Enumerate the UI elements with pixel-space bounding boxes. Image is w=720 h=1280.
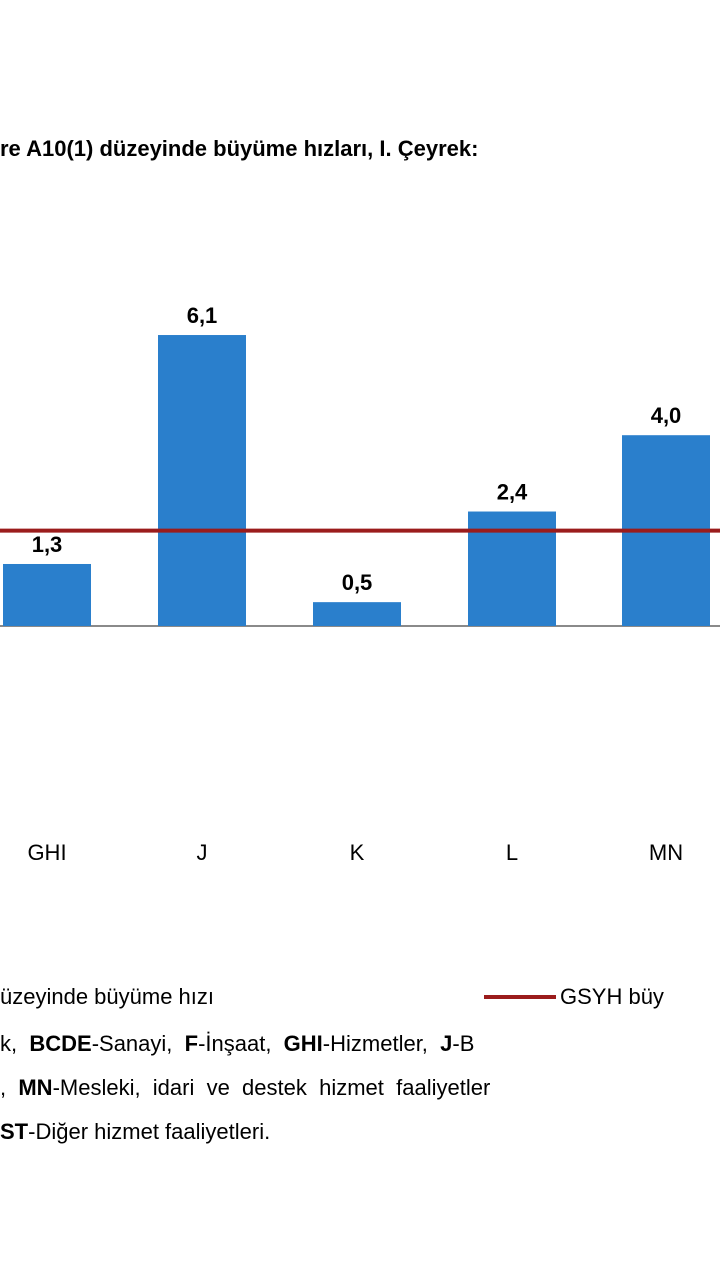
footnote-segment: -Sanayi, — [91, 1031, 185, 1056]
footnote-segment: -B — [452, 1031, 475, 1056]
footnote-segment: , — [0, 1075, 19, 1100]
footnote-segment: -Mesleki, idari ve destek hizmet faaliye… — [52, 1075, 491, 1100]
bar-chart: 1,3 6,1 0,5 2,4 4,0 GHI J K L MN — [0, 303, 720, 865]
category-label-j: J — [197, 840, 208, 865]
footnote-segment: ST — [0, 1119, 29, 1144]
footnote-line-2: , MN-Mesleki, idari ve destek hizmet faa… — [0, 1066, 720, 1110]
category-ticks-layer: GHI J K L MN — [27, 840, 683, 865]
bar-ghi — [3, 563, 91, 626]
chart-title: re A10(1) düzeyinde büyüme hızları, I. Ç… — [0, 136, 479, 161]
legend-bar-label: üzeyinde büyüme hızı — [0, 984, 215, 1009]
footnote-segment: -Hizmetler, — [322, 1031, 441, 1056]
legend-line-label: GSYH büy — [560, 984, 664, 1009]
footnote-segment: F — [184, 1031, 199, 1056]
category-label-k: K — [350, 840, 365, 865]
legend-line-swatch — [484, 995, 556, 999]
value-labels-layer: 1,3 6,1 0,5 2,4 4,0 — [32, 303, 682, 595]
value-label-mn: 4,0 — [651, 403, 682, 428]
footnote-segment: BCDE — [29, 1031, 92, 1056]
category-label-ghi: GHI — [27, 840, 66, 865]
footnote-segment: MN — [18, 1075, 53, 1100]
footnote-segment: J — [440, 1031, 453, 1056]
footnote: k, BCDE-Sanayi, F-İnşaat, GHI-Hizmetler,… — [0, 1022, 720, 1154]
legend: üzeyinde büyüme hızı GSYH büy — [0, 984, 720, 1014]
category-label-l: L — [506, 840, 518, 865]
footnote-segment: GHI — [283, 1031, 323, 1056]
footnote-segment: k, — [0, 1031, 30, 1056]
bar-k — [313, 602, 401, 626]
footnote-line-1: k, BCDE-Sanayi, F-İnşaat, GHI-Hizmetler,… — [0, 1022, 720, 1066]
bar-j — [158, 335, 246, 626]
footnote-line-3: ST-Diğer hizmet faaliyetleri. — [0, 1110, 720, 1154]
footnote-segment: -Diğer hizmet faaliyetleri. — [28, 1119, 271, 1144]
value-label-k: 0,5 — [342, 570, 373, 595]
footnote-segment: -İnşaat, — [198, 1031, 284, 1056]
category-label-mn: MN — [649, 840, 683, 865]
value-label-ghi: 1,3 — [32, 532, 63, 557]
value-label-l: 2,4 — [497, 480, 528, 505]
value-label-j: 6,1 — [187, 303, 218, 328]
